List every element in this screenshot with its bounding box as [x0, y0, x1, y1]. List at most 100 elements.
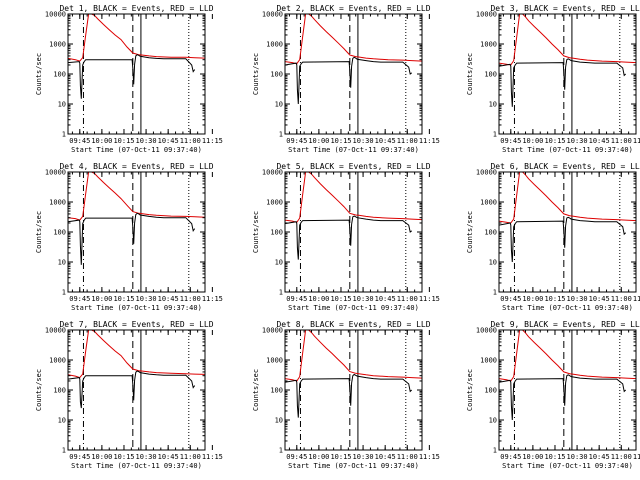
y-axis-label: Counts/sec: [35, 211, 43, 253]
y-tick-label: 100: [484, 71, 497, 79]
x-tick-label: 10:00: [522, 453, 543, 461]
panel-title: Det 2, BLACK = Events, RED = LLD: [276, 4, 430, 13]
x-tick-label: 11:15: [633, 137, 640, 145]
plot-frame: [67, 13, 206, 135]
x-axis-label: Start Time (07-Oct-11 09:37:40): [288, 304, 419, 312]
lld-series-line: [285, 14, 422, 65]
x-tick-label: 09:45: [500, 137, 521, 145]
x-tick-label: 10:45: [589, 137, 610, 145]
panel-title: Det 7, BLACK = Events, RED = LLD: [59, 320, 213, 329]
events-series-line: [285, 215, 413, 260]
x-tick-label: 11:15: [633, 453, 640, 461]
y-tick-label: 1: [493, 289, 497, 297]
lld-series-line: [285, 330, 422, 382]
x-tick-label: 10:00: [91, 137, 112, 145]
x-tick-label: 10:15: [113, 137, 134, 145]
panel-data: [68, 330, 205, 409]
lld-series-line: [499, 330, 636, 382]
panel-data: [285, 14, 422, 105]
lld-series-line: [285, 172, 422, 223]
panel-title: Det 4, BLACK = Events, RED = LLD: [59, 162, 213, 171]
y-tick-label: 1: [62, 447, 66, 455]
x-tick-label: 10:45: [158, 295, 179, 303]
y-axis-label: Counts/sec: [35, 369, 43, 411]
lld-series-line: [68, 330, 205, 379]
y-tick-label: 10000: [45, 327, 66, 335]
y-tick-label: 1000: [49, 199, 66, 207]
x-tick-label: 11:15: [419, 137, 440, 145]
y-tick-label: 1: [279, 289, 283, 297]
x-tick-label: 10:15: [113, 453, 134, 461]
events-series-line: [68, 370, 196, 409]
plot-frame: [284, 13, 423, 135]
panel-data: [499, 330, 636, 421]
plot-frame: [67, 329, 206, 451]
y-tick-label: 10: [58, 101, 66, 109]
panel-title: Det 3, BLACK = Events, RED = LLD: [490, 4, 640, 13]
x-tick-label: 10:00: [308, 295, 329, 303]
plot-frame: [498, 13, 637, 135]
y-axis-label: Counts/sec: [466, 53, 474, 95]
panel-title: Det 1, BLACK = Events, RED = LLD: [59, 4, 213, 13]
x-tick-label: 11:15: [419, 453, 440, 461]
x-tick-label: 10:45: [375, 453, 396, 461]
y-axis-label: Counts/sec: [466, 211, 474, 253]
y-tick-label: 1000: [266, 199, 283, 207]
y-tick-label: 10000: [262, 11, 283, 19]
y-axis-label: Counts/sec: [466, 369, 474, 411]
y-tick-label: 1000: [49, 41, 66, 49]
y-tick-label: 10000: [476, 11, 497, 19]
y-tick-label: 1: [62, 289, 66, 297]
x-tick-label: 10:15: [330, 295, 351, 303]
y-tick-label: 10000: [45, 11, 66, 19]
y-tick-label: 100: [484, 387, 497, 395]
y-tick-label: 1000: [266, 357, 283, 365]
y-tick-label: 10000: [476, 169, 497, 177]
x-tick-label: 09:45: [500, 295, 521, 303]
x-tick-label: 10:45: [375, 295, 396, 303]
y-axis-label: Counts/sec: [252, 53, 260, 95]
y-tick-label: 1: [493, 131, 497, 139]
x-tick-label: 10:15: [113, 295, 134, 303]
panel-data: [68, 14, 205, 99]
panel-data: [285, 172, 422, 260]
y-tick-label: 10: [275, 101, 283, 109]
x-tick-label: 10:45: [589, 295, 610, 303]
x-tick-label: 11:00: [397, 137, 418, 145]
events-series-line: [68, 212, 196, 265]
panel-det-4: 1 10 100 1000 10000 09:45 10:00 10:15 10:30 10:45…: [35, 162, 223, 312]
plot-frame: [284, 329, 423, 451]
panel-det-5: 1 10 100 1000 10000 09:45 10:00 10:15 10:30 10:45…: [252, 162, 440, 312]
x-tick-label: 09:45: [286, 453, 307, 461]
y-tick-label: 1000: [480, 41, 497, 49]
panel-det-2: 1 10 100 1000 10000 09:45 10:00 10:15 10:30 10:45…: [252, 4, 440, 154]
y-axis-label: Counts/sec: [252, 369, 260, 411]
lld-series-line: [499, 172, 636, 224]
plot-frame: [498, 171, 637, 293]
x-tick-label: 10:30: [567, 295, 588, 303]
panel-data: [499, 172, 636, 263]
events-series-line: [285, 373, 413, 418]
x-axis-label: Start Time (07-Oct-11 09:37:40): [71, 146, 202, 154]
x-tick-label: 10:30: [136, 137, 157, 145]
lld-series-line: [68, 14, 205, 62]
x-tick-label: 10:00: [91, 295, 112, 303]
panel-data: [68, 172, 205, 265]
panel-title: Det 9, BLACK = Events, RED = LLD: [490, 320, 640, 329]
x-tick-label: 11:00: [180, 137, 201, 145]
lld-series-line: [68, 172, 205, 221]
panel-det-1: 1 10 100 1000 10000 09:45 10:00 10:15 10:30 10:45…: [35, 4, 223, 154]
x-tick-label: 10:45: [589, 453, 610, 461]
x-tick-label: 09:45: [69, 453, 90, 461]
y-axis-label: Counts/sec: [35, 53, 43, 95]
panel-det-8: 1 10 100 1000 10000 09:45 10:00 10:15 10:30 10:45…: [252, 320, 440, 470]
y-tick-label: 100: [270, 229, 283, 237]
plot-frame: [67, 171, 206, 293]
y-tick-label: 10000: [45, 169, 66, 177]
y-tick-label: 1000: [49, 357, 66, 365]
y-tick-label: 10: [489, 259, 497, 267]
x-tick-label: 10:45: [158, 453, 179, 461]
y-tick-label: 1000: [266, 41, 283, 49]
